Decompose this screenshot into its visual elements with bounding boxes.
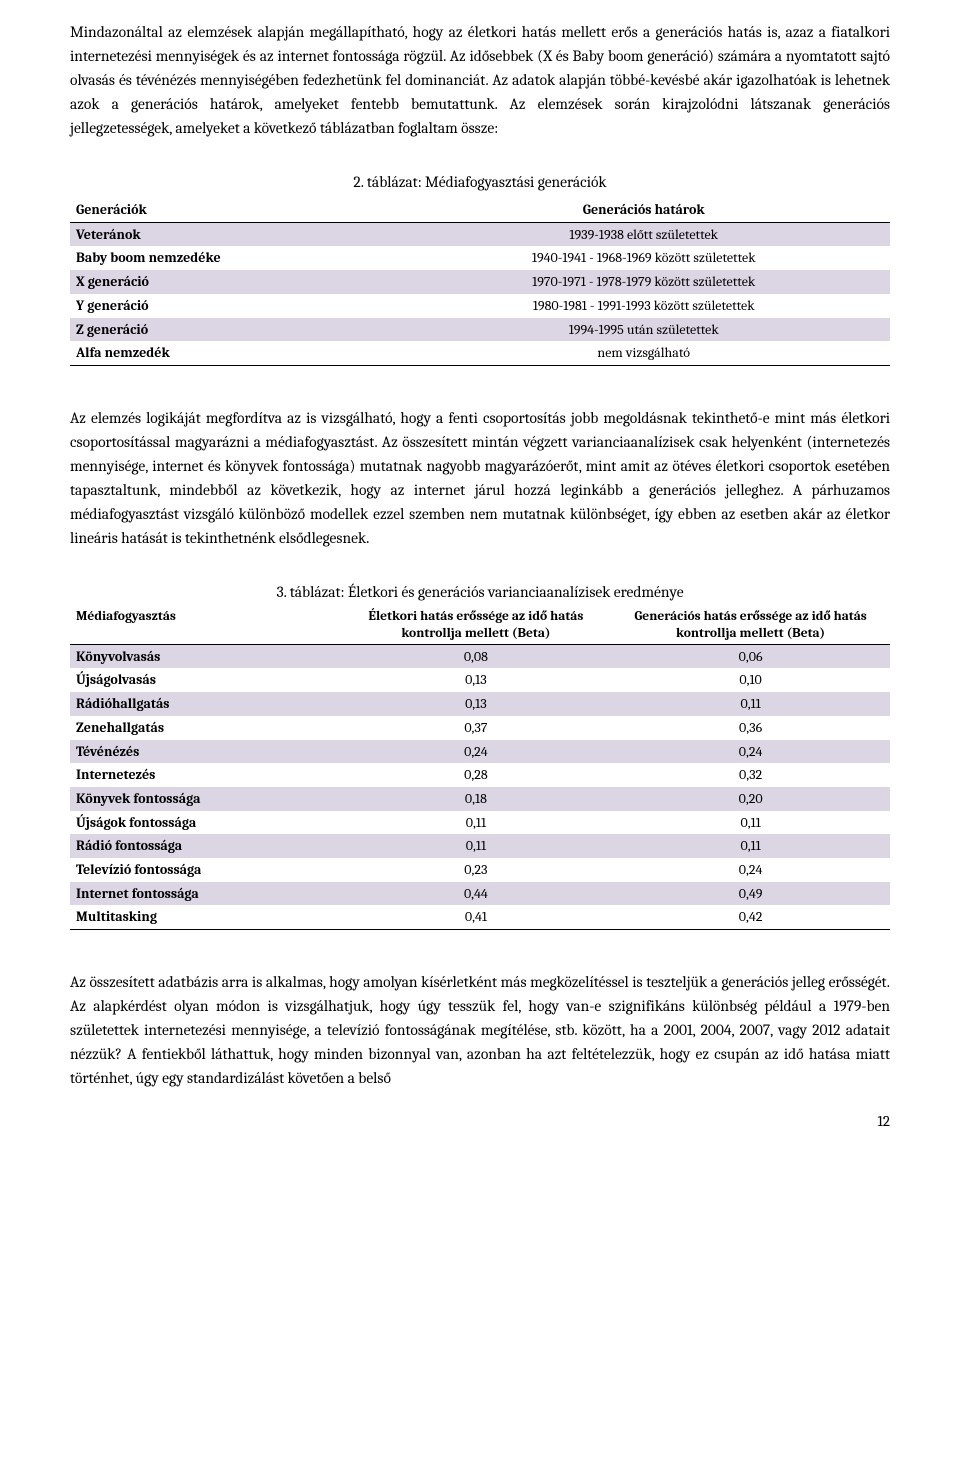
table-row: Könyvolvasás0,080,06 bbox=[70, 644, 890, 668]
t3-c: Könyvolvasás bbox=[70, 644, 341, 668]
t3-c: 0,11 bbox=[611, 834, 890, 858]
t3-c: 0,24 bbox=[611, 740, 890, 764]
t2-c: 1939-1938 előtt születettek bbox=[397, 222, 890, 246]
t3-c: 0,11 bbox=[341, 811, 612, 835]
table-row: Újságolvasás0,130,10 bbox=[70, 668, 890, 692]
t3-c: Internetezés bbox=[70, 763, 341, 787]
table-row: Újságok fontossága0,110,11 bbox=[70, 811, 890, 835]
page-number: 12 bbox=[70, 1110, 890, 1133]
t3-c: 0,32 bbox=[611, 763, 890, 787]
table-row: Y generáció1980-1981 - 1991-1993 között … bbox=[70, 294, 890, 318]
t3-head-col3: Generációs hatás erőssége az idő hatás k… bbox=[611, 608, 890, 644]
t3-c: 0,49 bbox=[611, 882, 890, 906]
t2-c: nem vizsgálható bbox=[397, 341, 890, 365]
t3-c: 0,13 bbox=[341, 692, 612, 716]
t2-c: 1970-1971 - 1978-1979 között születettek bbox=[397, 270, 890, 294]
t3-c: 0,18 bbox=[341, 787, 612, 811]
t3-c: 0,13 bbox=[341, 668, 612, 692]
t3-c: Zenehallgatás bbox=[70, 716, 341, 740]
table-row: Zenehallgatás0,370,36 bbox=[70, 716, 890, 740]
t2-head-col2: Generációs határok bbox=[397, 198, 890, 222]
t3-c: Rádióhallgatás bbox=[70, 692, 341, 716]
t3-head-col1: Médiafogyasztás bbox=[70, 608, 341, 644]
t3-c: 0,36 bbox=[611, 716, 890, 740]
table-row: Tévénézés0,240,24 bbox=[70, 740, 890, 764]
t2-c: Veteránok bbox=[70, 222, 397, 246]
t3-c: 0,24 bbox=[341, 740, 612, 764]
t2-c: Baby boom nemzedéke bbox=[70, 246, 397, 270]
table-row: Rádióhallgatás0,130,11 bbox=[70, 692, 890, 716]
t2-c: 1940-1941 - 1968-1969 között születettek bbox=[397, 246, 890, 270]
t2-c: 1994-1995 után születettek bbox=[397, 318, 890, 342]
t3-c: 0,37 bbox=[341, 716, 612, 740]
table-row: Televízió fontossága0,230,24 bbox=[70, 858, 890, 882]
table-row: Multitasking0,410,42 bbox=[70, 905, 890, 929]
t2-c: X generáció bbox=[70, 270, 397, 294]
table-row: Alfa nemzedéknem vizsgálható bbox=[70, 341, 890, 365]
t3-c: 0,28 bbox=[341, 763, 612, 787]
table-row: Veteránok1939-1938 előtt születettek bbox=[70, 222, 890, 246]
table2-title: 2. táblázat: Médiafogyasztási generációk bbox=[70, 170, 890, 194]
table-generations: Generációk Generációs határok Veteránok1… bbox=[70, 198, 890, 366]
t3-c: 0,23 bbox=[341, 858, 612, 882]
t3-c: 0,11 bbox=[611, 692, 890, 716]
t2-c: Z generáció bbox=[70, 318, 397, 342]
t3-c: 0,20 bbox=[611, 787, 890, 811]
t3-c: Internet fontossága bbox=[70, 882, 341, 906]
t3-c: 0,41 bbox=[341, 905, 612, 929]
table-row: Rádió fontossága0,110,11 bbox=[70, 834, 890, 858]
table-row: X generáció1970-1971 - 1978-1979 között … bbox=[70, 270, 890, 294]
t3-c: 0,10 bbox=[611, 668, 890, 692]
table-row: Baby boom nemzedéke1940-1941 - 1968-1969… bbox=[70, 246, 890, 270]
t3-c: 0,08 bbox=[341, 644, 612, 668]
paragraph-3: Az összesített adatbázis arra is alkalma… bbox=[70, 970, 890, 1090]
paragraph-2: Az elemzés logikáját megfordítva az is v… bbox=[70, 406, 890, 550]
t3-c: Rádió fontossága bbox=[70, 834, 341, 858]
t3-c: 0,44 bbox=[341, 882, 612, 906]
t3-c: Könyvek fontossága bbox=[70, 787, 341, 811]
table-variance: Médiafogyasztás Életkori hatás erőssége … bbox=[70, 608, 890, 930]
t3-c: 0,11 bbox=[611, 811, 890, 835]
t3-c: 0,11 bbox=[341, 834, 612, 858]
t3-c: 0,42 bbox=[611, 905, 890, 929]
t2-c: Alfa nemzedék bbox=[70, 341, 397, 365]
t2-head-col1: Generációk bbox=[70, 198, 397, 222]
t2-c: 1980-1981 - 1991-1993 között születettek bbox=[397, 294, 890, 318]
t2-c: Y generáció bbox=[70, 294, 397, 318]
table-row: Z generáció1994-1995 után születettek bbox=[70, 318, 890, 342]
t3-c: Újságok fontossága bbox=[70, 811, 341, 835]
t3-c: Multitasking bbox=[70, 905, 341, 929]
t3-c: 0,24 bbox=[611, 858, 890, 882]
t3-c: 0,06 bbox=[611, 644, 890, 668]
t3-c: Újságolvasás bbox=[70, 668, 341, 692]
t3-c: Tévénézés bbox=[70, 740, 341, 764]
table-row: Internetezés0,280,32 bbox=[70, 763, 890, 787]
table3-title: 3. táblázat: Életkori és generációs vari… bbox=[70, 580, 890, 604]
paragraph-1: Mindazonáltal az elemzések alapján megál… bbox=[70, 20, 890, 140]
table-row: Internet fontossága0,440,49 bbox=[70, 882, 890, 906]
table-row: Könyvek fontossága0,180,20 bbox=[70, 787, 890, 811]
t3-head-col2: Életkori hatás erőssége az idő hatás kon… bbox=[341, 608, 612, 644]
t3-c: Televízió fontossága bbox=[70, 858, 341, 882]
